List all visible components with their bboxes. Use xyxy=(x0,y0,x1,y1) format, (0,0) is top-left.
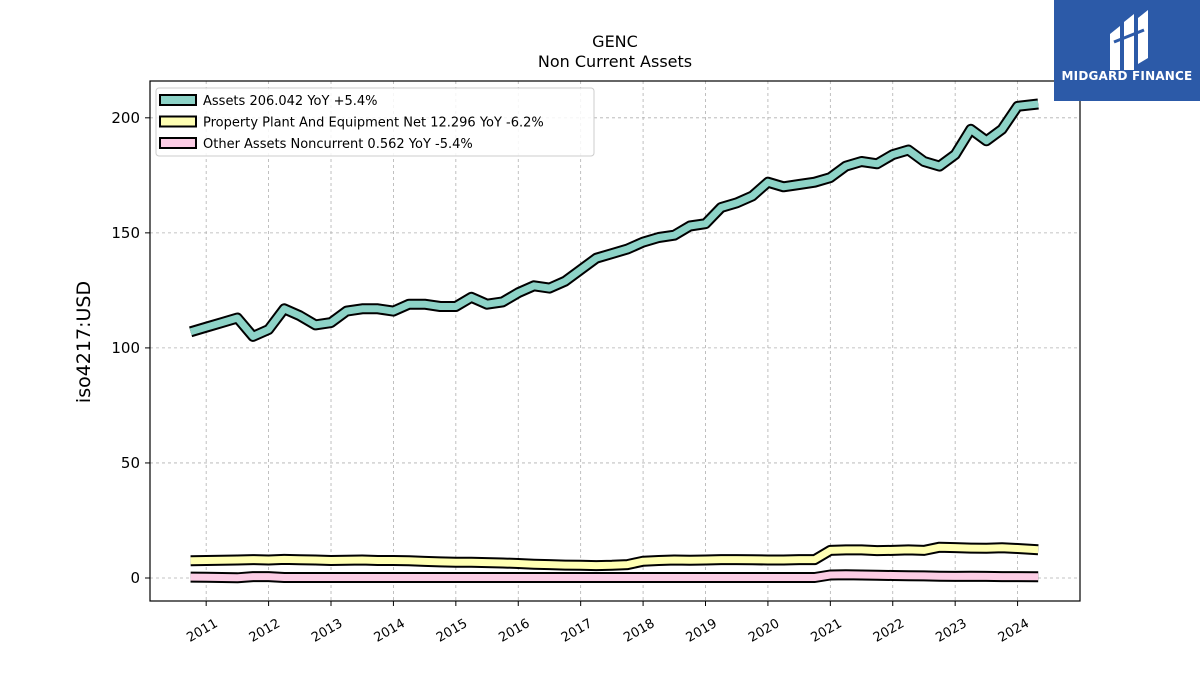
legend: Assets 206.042 YoY +5.4% Property Plant A… xyxy=(155,87,595,157)
x-tick-label: 2017 xyxy=(559,616,595,646)
x-tick-label: 2016 xyxy=(496,616,532,646)
y-tick-label: 0 xyxy=(130,569,140,587)
legend-label: Property Plant And Equipment Net 12.296 … xyxy=(203,116,544,131)
gridlines xyxy=(150,81,1080,601)
series-line-assets xyxy=(189,100,1039,340)
series-line-other-assets-noncurrent xyxy=(190,571,1039,582)
x-tick-label: 2021 xyxy=(809,616,845,646)
legend-items: Assets 206.042 YoY +5.4% Property Plant A… xyxy=(159,94,544,152)
legend-label: Other Assets Noncurrent 0.562 YoY -5.4% xyxy=(203,137,473,152)
x-tick-label: 2023 xyxy=(933,616,969,646)
brand-name: MIDGARD FINANCE xyxy=(1061,69,1193,83)
legend-box xyxy=(155,87,595,157)
x-tick-label: 2024 xyxy=(996,616,1032,646)
x-tick-label: 2018 xyxy=(621,616,657,646)
x-tick-label: 2012 xyxy=(247,616,283,646)
legend-swatch xyxy=(159,115,197,128)
x-tick-label: 2014 xyxy=(372,616,408,646)
x-tick-label: 2022 xyxy=(871,616,907,646)
x-tick-label: 2011 xyxy=(184,616,220,646)
y-axis-label: iso4217:USD xyxy=(73,281,95,403)
x-tick-label: 2015 xyxy=(434,616,470,646)
series-lines xyxy=(189,98,1039,584)
brand-logo: MIDGARD FINANCE xyxy=(1054,0,1200,101)
y-tick-label: 50 xyxy=(121,454,140,472)
x-axis-ticks: 2011 2012 2013 2014 2015 2016 2017 2018 2019 2020… xyxy=(184,601,1032,646)
midgard-logo-icon xyxy=(1110,10,1148,70)
y-tick-label: 200 xyxy=(111,109,140,127)
x-tick-label: 2013 xyxy=(309,616,345,646)
x-tick-label: 2020 xyxy=(746,616,782,646)
chart-title: GENC xyxy=(592,32,638,51)
plot-frame xyxy=(149,80,1081,602)
y-axis-ticks: 0 50 100 150 200 xyxy=(111,109,150,587)
legend-swatch xyxy=(159,94,197,106)
legend-swatch xyxy=(159,137,197,149)
y-tick-label: 150 xyxy=(111,224,140,242)
legend-label: Assets 206.042 YoY +5.4% xyxy=(203,94,378,109)
chart-subtitle: Non Current Assets xyxy=(538,52,692,71)
y-tick-label: 100 xyxy=(111,339,140,357)
series-line-property-plant-and-equipment-net xyxy=(190,543,1039,570)
x-tick-label: 2019 xyxy=(684,616,720,646)
